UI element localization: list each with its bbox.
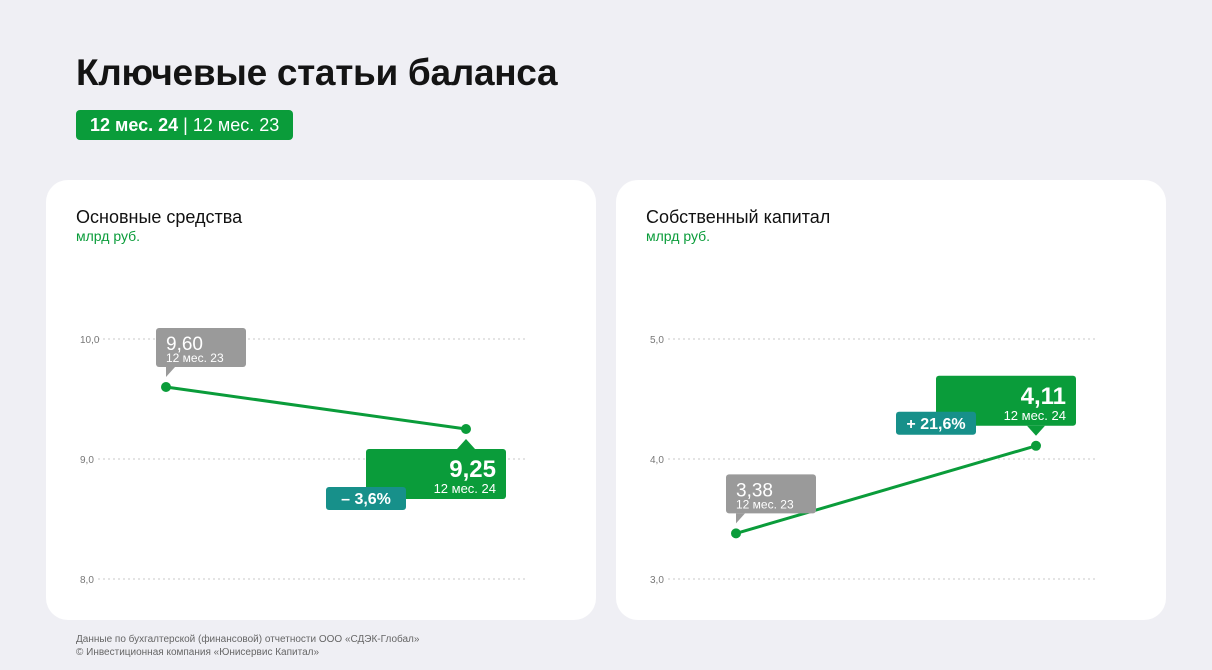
value-box-pointer	[736, 513, 745, 524]
footer-source: Данные по бухгалтерской (финансовой) отч…	[76, 634, 420, 645]
value-box-pointer	[166, 367, 175, 377]
data-label-current-period: 12 мес. 24	[434, 481, 496, 496]
period-current: 12 мес. 24	[90, 114, 179, 135]
change-label: – 3,6%	[341, 491, 391, 508]
y-tick-label: 3,0	[650, 575, 664, 586]
value-box-previous	[726, 474, 816, 514]
period-separator: |	[183, 114, 188, 135]
change-badge	[896, 411, 976, 435]
data-label-previous-period: 12 мес. 23	[736, 497, 794, 511]
period-previous: 12 мес. 23	[192, 114, 280, 135]
chart-unit: млрд руб.	[646, 228, 711, 244]
change-label: + 21,6%	[906, 416, 965, 433]
value-box-previous	[156, 328, 246, 367]
change-badge	[326, 487, 406, 510]
data-label-previous: 3,38	[736, 480, 773, 501]
period-badge: 12 мес. 24 | 12 мес. 23	[76, 110, 294, 140]
chart-unit: млрд руб.	[76, 228, 141, 244]
chart-card-fixed-assets: Основные средства млрд руб. 10,0 9,0 8,0 9,…	[46, 180, 596, 620]
y-tick-label: 4,0	[650, 455, 664, 466]
y-tick-label: 10,0	[80, 335, 100, 346]
value-box-current	[366, 449, 506, 499]
page-title: Ключевые статьи баланса	[76, 52, 558, 93]
chart-title: Собственный капитал	[646, 207, 831, 227]
chart-title: Основные средства	[76, 207, 243, 227]
y-tick-label: 8,0	[80, 575, 94, 586]
data-label-current: 9,25	[449, 456, 496, 483]
y-tick-label: 9,0	[80, 455, 94, 466]
data-point	[161, 382, 171, 392]
chart-card-equity: Собственный капитал млрд руб. 5,0 4,0 3,0 3…	[616, 180, 1166, 620]
data-point	[461, 424, 471, 434]
y-tick-label: 5,0	[650, 335, 664, 346]
series-line	[164, 385, 468, 431]
value-box-pointer	[457, 439, 475, 449]
data-label-previous: 9,60	[166, 334, 203, 355]
footer-copyright: © Инвестиционная компания «Юнисервис Кап…	[76, 647, 320, 658]
data-label-current-period: 12 мес. 24	[1004, 408, 1066, 423]
value-box-pointer	[1027, 425, 1045, 436]
footer: Данные по бухгалтерской (финансовой) отч…	[76, 633, 419, 659]
data-point	[1031, 440, 1041, 451]
data-label-current: 4,11	[1021, 383, 1066, 410]
series-line	[734, 444, 1038, 535]
data-point	[731, 528, 741, 539]
data-label-previous-period: 12 мес. 23	[166, 351, 224, 365]
